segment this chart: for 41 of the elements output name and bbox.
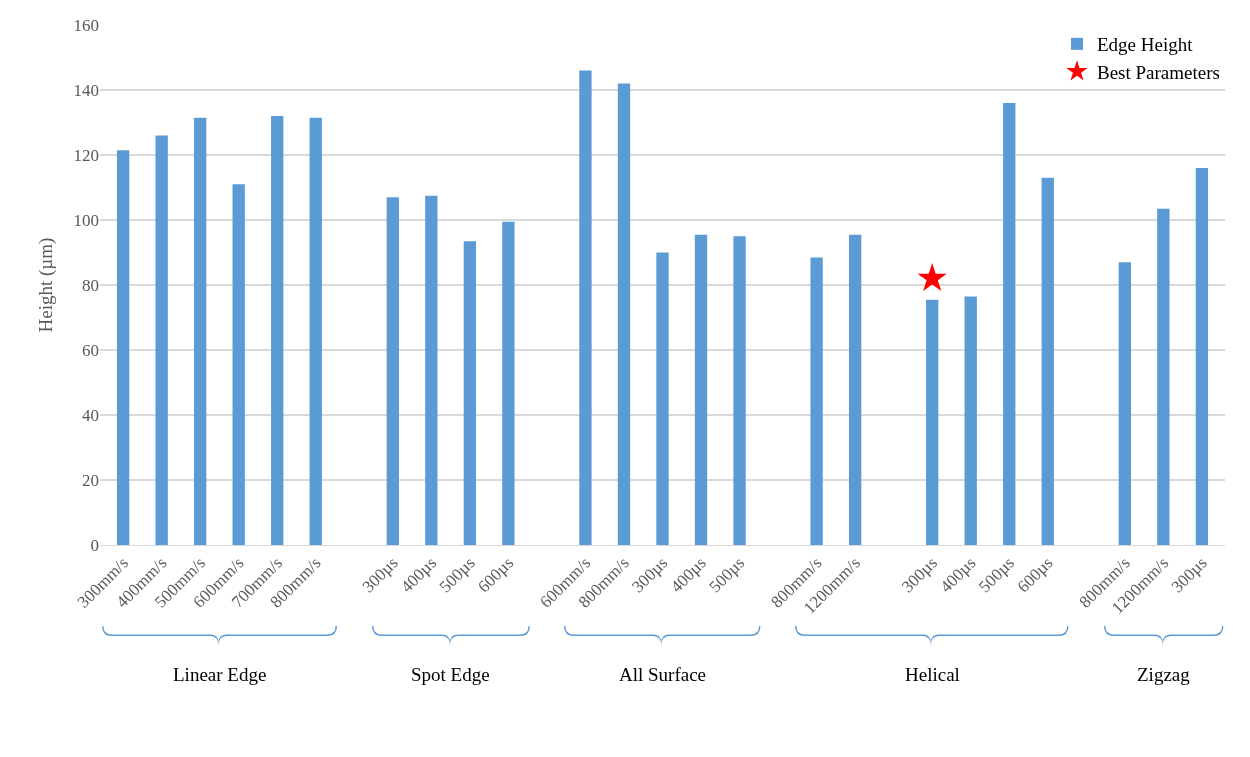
y-tick-label: 140 bbox=[73, 80, 99, 100]
y-axis-title: Height (µm) bbox=[35, 237, 57, 333]
bar bbox=[194, 117, 207, 545]
bar bbox=[1157, 208, 1170, 545]
bar bbox=[1041, 177, 1054, 545]
bar bbox=[617, 83, 631, 545]
bar bbox=[1195, 168, 1209, 545]
bar bbox=[386, 197, 399, 545]
text: All Surface bbox=[619, 664, 707, 685]
y-tick-label: 20 bbox=[82, 470, 99, 490]
bar bbox=[309, 117, 322, 545]
bar bbox=[1118, 262, 1131, 545]
bar bbox=[502, 221, 515, 545]
bar bbox=[848, 234, 862, 545]
bar bbox=[733, 236, 746, 545]
y-tick-label: 80 bbox=[82, 275, 99, 295]
bar bbox=[116, 150, 130, 545]
y-tick-label: 0 bbox=[90, 535, 99, 555]
y-tick-label: 60 bbox=[82, 340, 99, 360]
y-tick-label: 100 bbox=[73, 210, 99, 230]
bar bbox=[271, 116, 284, 545]
bar bbox=[656, 252, 669, 545]
text: Linear Edge bbox=[173, 664, 267, 685]
legend-label: Edge Height bbox=[1097, 34, 1194, 56]
y-tick-label: 40 bbox=[82, 405, 99, 425]
bar bbox=[964, 296, 977, 545]
bar bbox=[579, 70, 592, 545]
bar bbox=[926, 299, 939, 545]
bar bbox=[1003, 103, 1016, 545]
text: Zigzag bbox=[1137, 664, 1191, 685]
bar bbox=[810, 257, 823, 545]
bar bbox=[694, 234, 708, 545]
text: Helical bbox=[905, 664, 960, 685]
legend-label: Best Parameters bbox=[1097, 61, 1220, 83]
bar bbox=[425, 195, 438, 545]
bar bbox=[232, 184, 245, 545]
bar bbox=[155, 135, 168, 545]
bar bbox=[463, 241, 477, 545]
text: Spot Edge bbox=[411, 664, 490, 685]
y-tick-label: 120 bbox=[73, 145, 99, 165]
y-tick-label: 160 bbox=[73, 15, 99, 35]
